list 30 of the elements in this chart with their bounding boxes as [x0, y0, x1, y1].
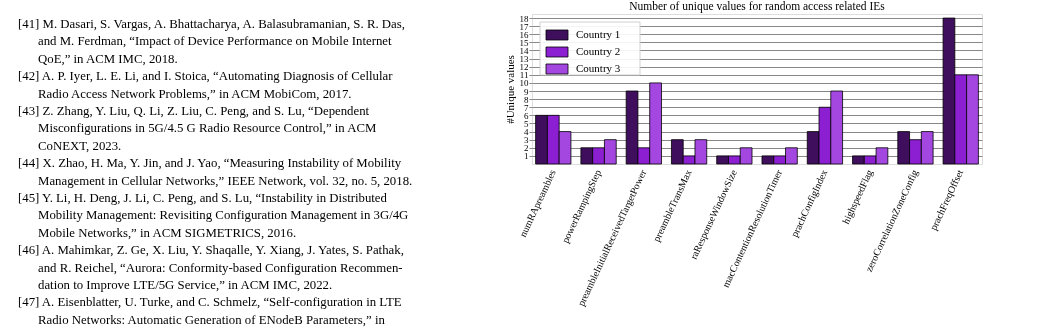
y-tick-label: 4: [524, 127, 529, 138]
legend-label: Country 3: [576, 62, 621, 74]
y-tick-label: 9: [524, 86, 529, 97]
text: [41] M. Dasari, S. Vargas, A. Bhattacharya, A. Balasubramanian, S. R. Das, and M. Ferdman, “Impact of Device Performance on Mobile Internet QoE,” in ACM IMC, 2018.: [18, 17, 405, 66]
text: [47] A. Eisenblatter, U. Turke, and C. Schmelz, “Self-configuration in LTE Radio Networks: Automatic Generation of ENodeB Parameters,” in: [18, 295, 402, 327]
y-tick-label: 6: [524, 110, 529, 121]
y-tick-label: 11: [519, 70, 529, 81]
y-tick-label: 12: [519, 62, 529, 73]
y-tick-label: 13: [519, 54, 529, 65]
chart-title: Number of unique values for random access related IEs: [629, 0, 886, 13]
text: [44] X. Zhao, H. Ma, Y. Jin, and J. Yao, “Measuring Instability of Mobility Management in Cellular Networks,” IEEE Network, vol. 32, no. 5, 2018.: [18, 156, 413, 188]
text: [43] Z. Zhang, Y. Liu, Q. Li, Z. Liu, C. Peng, and S. Lu, “Dependent Misconfigurations in 5G/4.5 G Radio Resource Control,” in ACM CoNEXT, 2023.: [18, 104, 377, 153]
legend-label: Country 1: [576, 28, 621, 40]
y-axis-title: #Unique values: [503, 55, 516, 124]
y-tick-label: 2: [524, 143, 529, 154]
text: [45] Y. Li, H. Deng, J. Li, C. Peng, and S. Lu, “Instability in Distributed Mobility Management: Revisiting Configuration Management in 3G/4G Mobile Networks,” in ACM SIGMETRICS, 2016.: [18, 191, 409, 240]
y-tick-label: 18: [519, 13, 529, 24]
y-tick-label: 16: [519, 29, 529, 40]
text: [46] A. Mahimkar, Z. Ge, X. Liu, Y. Shaqalle, Y. Xiang, J. Yates, S. Pathak, and R. Reichel, “Aurora: Conformity-based Configuration Recommen- dation to Improve LTE/5G Service,” in ACM IMC, 2022.: [18, 243, 404, 292]
y-tick-label: 7: [524, 102, 529, 113]
y-tick-label: 14: [519, 45, 529, 56]
y-tick-label: 10: [519, 78, 529, 89]
y-tick-label: 8: [524, 94, 529, 105]
y-tick-label: 17: [519, 21, 529, 32]
y-tick-label: 5: [524, 118, 529, 129]
text: [42] A. P. Iyer, L. E. Li, and I. Stoica, “Automating Diagnosis of Cellular Radio Access Network Problems,” in ACM MobiCom, 2017.: [18, 69, 394, 101]
legend-label: Country 2: [576, 45, 621, 57]
y-tick-label: 3: [524, 135, 529, 146]
y-tick-label: 15: [519, 37, 529, 48]
y-tick-label: 1: [524, 151, 529, 162]
